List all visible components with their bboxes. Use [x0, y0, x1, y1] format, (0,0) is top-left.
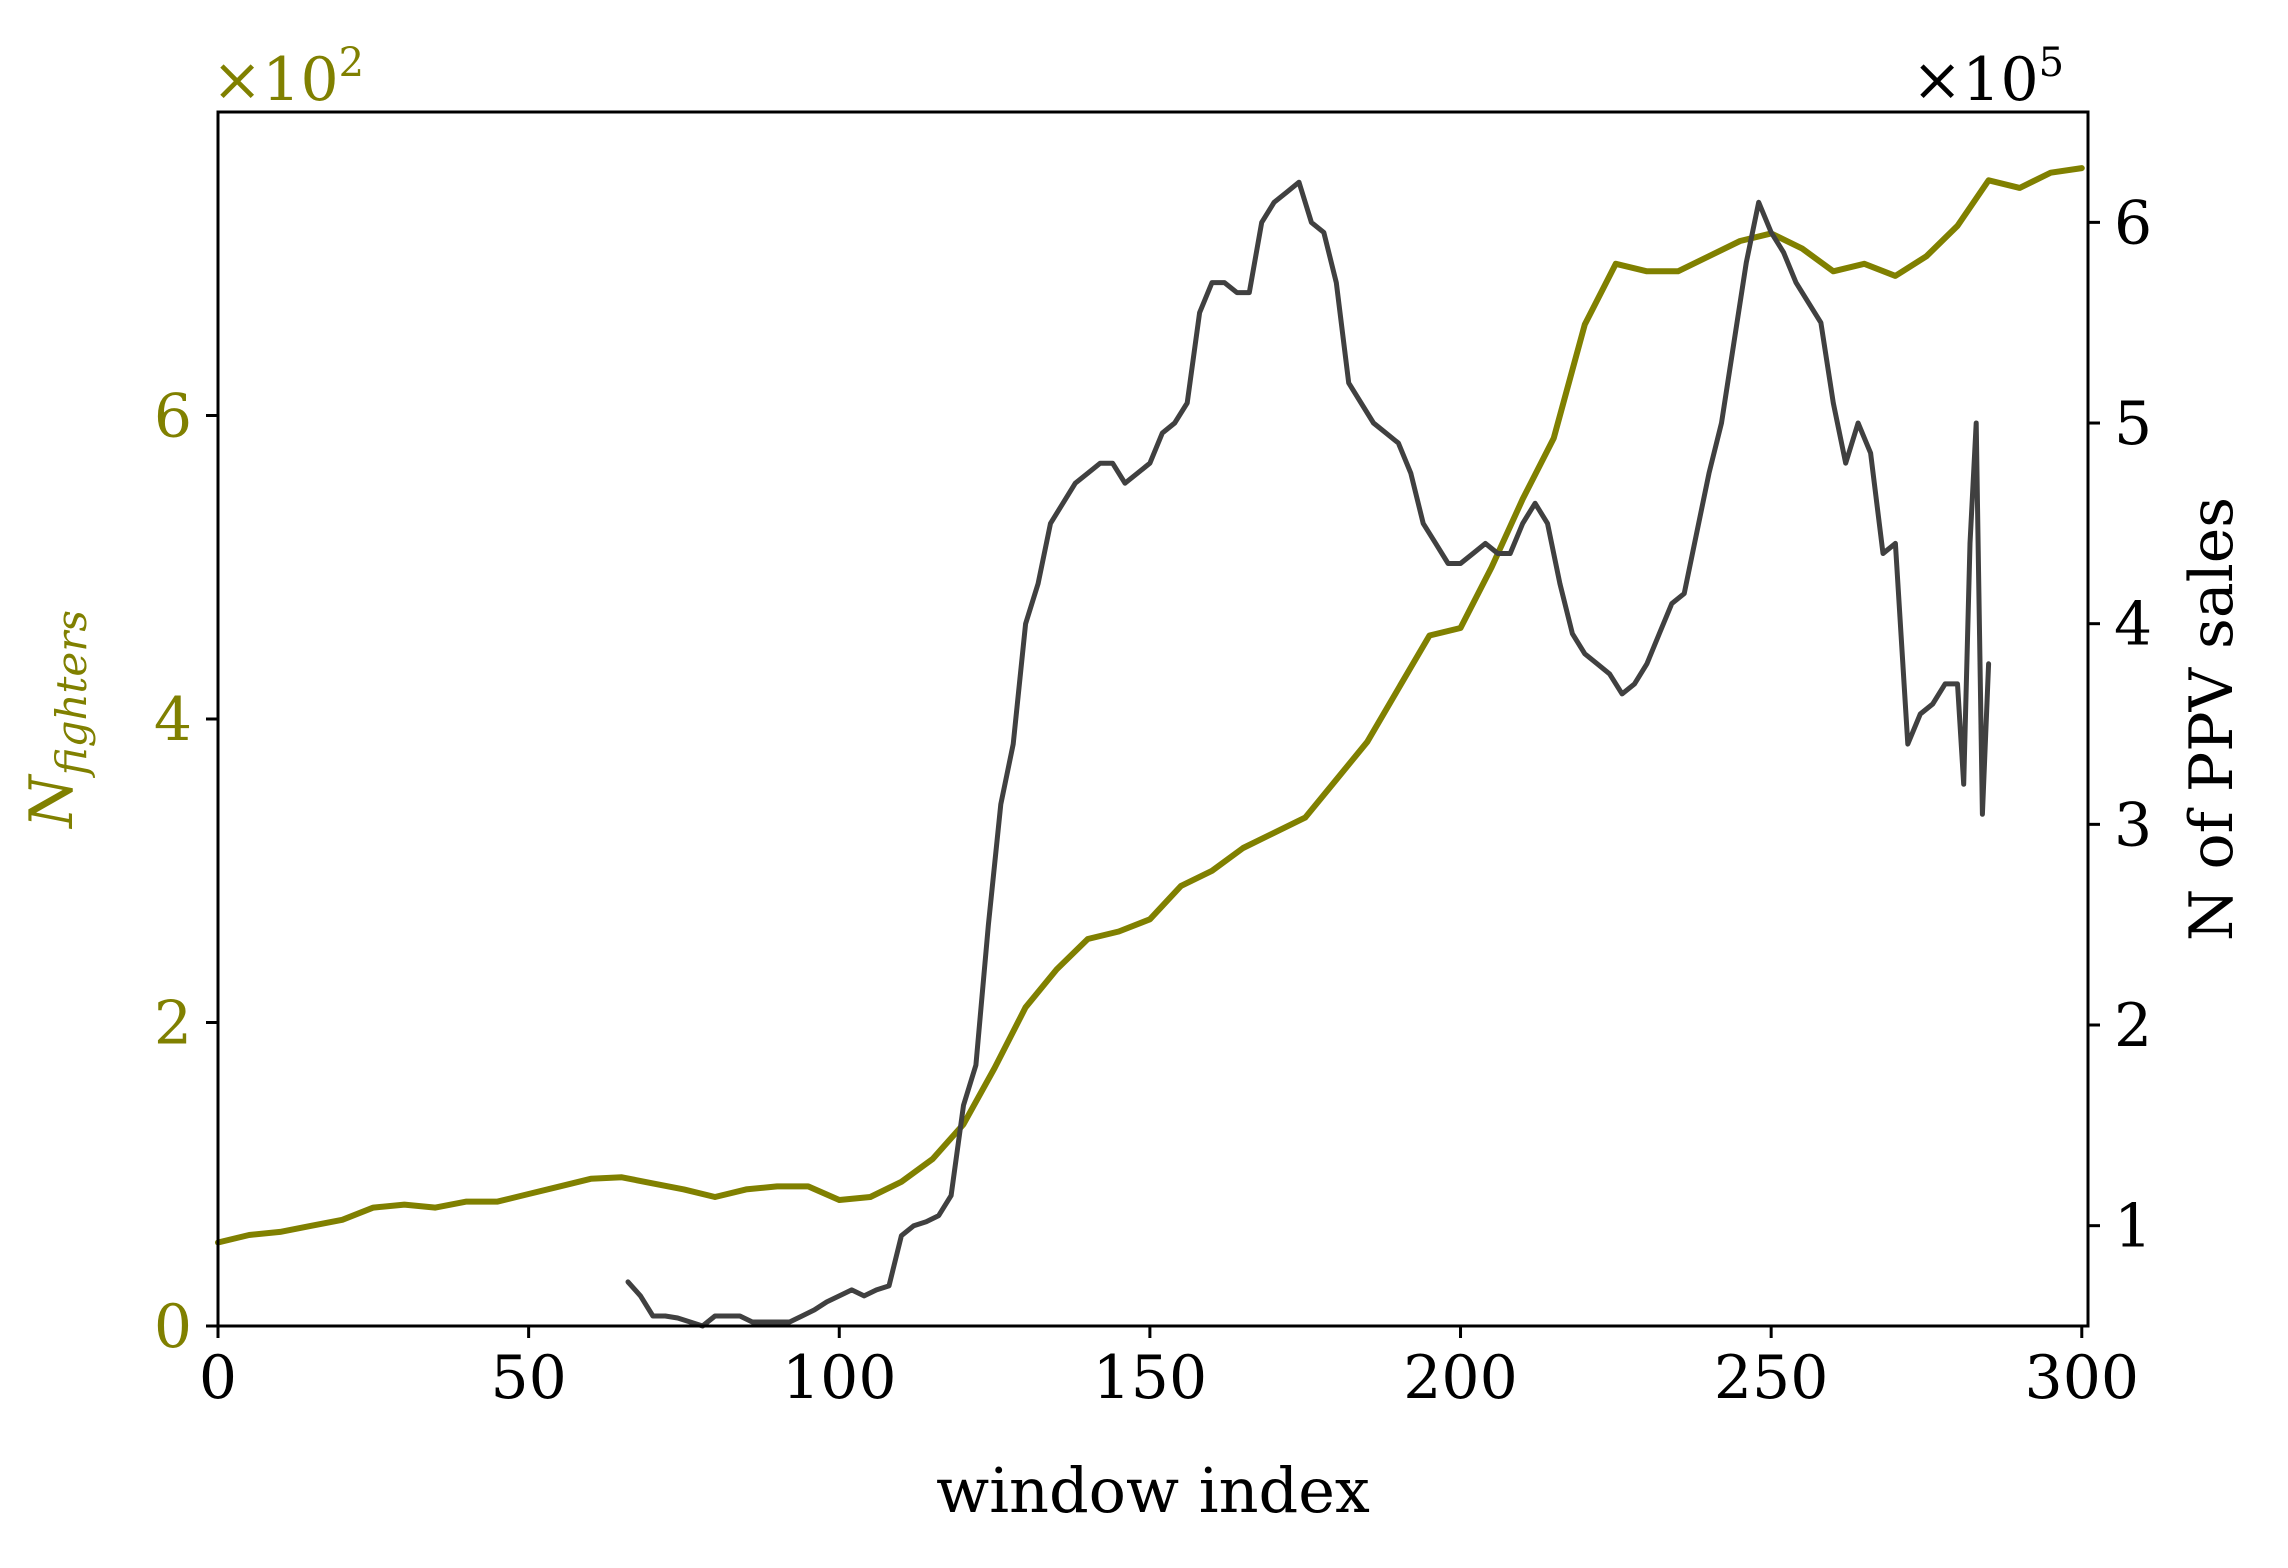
fighters-series-line — [215, 165, 2085, 1246]
x-tick-label: 100 — [782, 1343, 897, 1413]
x-tick-label: 200 — [1403, 1343, 1518, 1413]
x-tick-label: 0 — [199, 1343, 237, 1413]
left-tick-label: 0 — [154, 1292, 192, 1362]
right-axis-ticks: 1 2 3 4 5 6 — [2088, 188, 2152, 1262]
x-tick-label: 250 — [1714, 1343, 1829, 1413]
right-axis-label: N of PPV sales — [2177, 497, 2247, 941]
right-multiplier-exp: 5 — [2039, 40, 2064, 86]
left-tick-label: 6 — [154, 382, 192, 452]
left-axis-label-main: N — [17, 773, 87, 830]
right-tick-label: 1 — [2114, 1192, 2152, 1262]
right-multiplier-base: ×10 — [1912, 45, 2039, 115]
left-tick-label: 2 — [154, 989, 192, 1059]
x-tick-label: 150 — [1093, 1343, 1208, 1413]
right-axis-multiplier: ×105 — [1912, 40, 2064, 115]
left-tick-label: 4 — [154, 685, 192, 755]
right-tick-label: 4 — [2114, 590, 2152, 660]
series-layer — [215, 165, 2085, 1329]
x-tick-label: 300 — [2025, 1343, 2140, 1413]
left-axis-multiplier: ×102 — [212, 40, 364, 115]
right-tick-label: 6 — [2114, 188, 2152, 258]
left-axis-label: Nfighters — [17, 610, 96, 830]
ppv-series-line — [625, 179, 1992, 1329]
x-axis-label: window index — [936, 1454, 1370, 1527]
left-axis-ticks: 0 2 4 6 — [154, 382, 218, 1362]
x-axis-ticks: 0 50 100 150 200 250 300 — [199, 1326, 2139, 1413]
right-tick-label: 5 — [2114, 389, 2152, 459]
left-multiplier-base: ×10 — [212, 45, 339, 115]
right-tick-label: 3 — [2114, 790, 2152, 860]
left-axis-label-sub: fighters — [47, 610, 96, 778]
x-tick-label: 50 — [490, 1343, 566, 1413]
plot-frame — [216, 110, 2090, 1328]
left-multiplier-exp: 2 — [339, 40, 364, 86]
right-tick-label: 2 — [2114, 991, 2152, 1061]
